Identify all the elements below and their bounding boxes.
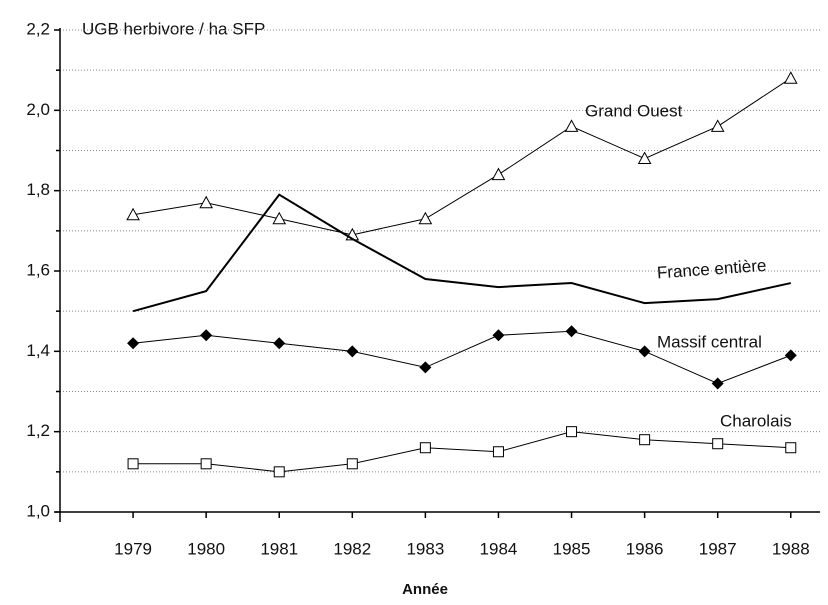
series-label: Grand Ouest (585, 101, 683, 120)
marker (419, 442, 431, 454)
marker (200, 329, 213, 342)
x-tick-label: 1980 (187, 539, 225, 558)
y-tick-label: 2,2 (26, 19, 50, 38)
marker (492, 446, 504, 458)
marker (712, 438, 724, 450)
series-line (132, 193, 791, 313)
x-tick-label: 1979 (114, 539, 152, 558)
marker (639, 434, 651, 446)
x-tick-label: 1987 (699, 539, 737, 558)
marker (784, 349, 797, 362)
marker (418, 211, 433, 225)
series-line (132, 77, 792, 236)
marker (637, 151, 652, 165)
y-tick-label: 1,2 (26, 421, 50, 440)
x-tick-label: 1981 (260, 539, 298, 558)
y-tick-label: 2,0 (26, 100, 50, 119)
marker (273, 466, 285, 478)
marker (200, 458, 212, 470)
series-line (133, 330, 791, 385)
series-label: Charolais (720, 411, 792, 430)
marker (566, 426, 578, 438)
marker (346, 458, 358, 470)
marker (564, 119, 579, 132)
marker (127, 458, 139, 470)
marker (492, 329, 505, 342)
x-tick-label: 1982 (333, 539, 371, 558)
x-tick-label: 1988 (772, 539, 810, 558)
y-tick-label: 1,6 (26, 260, 50, 279)
y-axis-label: UGB herbivore / ha SFP (82, 19, 265, 38)
marker (126, 207, 140, 221)
marker (346, 345, 359, 358)
marker (199, 195, 213, 209)
y-tick-label: 1,4 (26, 341, 50, 360)
marker (272, 211, 287, 225)
marker (419, 361, 432, 374)
marker (273, 337, 286, 350)
marker (785, 442, 797, 454)
x-tick-label: 1983 (406, 539, 444, 558)
marker (638, 345, 651, 358)
series-line (133, 431, 791, 473)
series-label: Massif central (657, 332, 762, 351)
series-label: France entière (656, 256, 767, 283)
marker (710, 119, 725, 132)
x-axis-label: Année (402, 581, 448, 598)
marker (127, 337, 140, 350)
marker (491, 167, 506, 181)
marker (711, 377, 724, 390)
x-tick-label: 1984 (480, 539, 518, 558)
marker (783, 71, 798, 84)
y-tick-label: 1,0 (26, 501, 50, 520)
x-tick-label: 1986 (626, 539, 664, 558)
x-tick-label: 1985 (553, 539, 591, 558)
marker (565, 325, 578, 338)
y-tick-label: 1,8 (26, 180, 50, 199)
